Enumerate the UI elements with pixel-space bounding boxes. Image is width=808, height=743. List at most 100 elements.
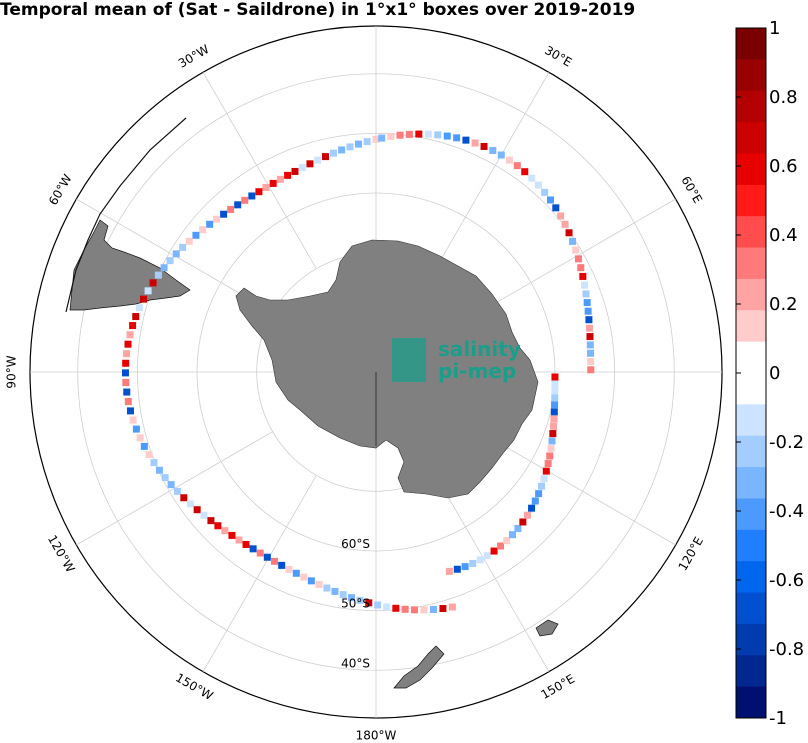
data-box	[298, 164, 306, 172]
colorbar-segment	[736, 216, 766, 249]
data-box	[339, 591, 347, 599]
colorbar-tick-label: 0.6	[769, 156, 798, 177]
data-box	[443, 132, 451, 140]
data-box	[234, 201, 242, 209]
data-box	[166, 257, 174, 265]
colorbar-segment	[736, 59, 766, 92]
data-box	[546, 196, 554, 204]
data-box	[220, 210, 228, 218]
data-box	[551, 373, 559, 381]
longitude-label: 30°W	[176, 42, 212, 71]
data-box	[552, 204, 560, 212]
colorbar-segment	[736, 435, 766, 468]
colorbar-segment	[736, 247, 766, 280]
data-box	[551, 387, 559, 395]
colorbar-segment	[736, 278, 766, 311]
longitude-label: 150°E	[538, 672, 577, 702]
colorbar-segment	[736, 529, 766, 562]
data-box	[534, 181, 542, 189]
data-box	[587, 357, 595, 365]
data-box	[374, 601, 382, 609]
colorbar-segment	[736, 122, 766, 154]
data-box	[462, 136, 470, 144]
data-box	[160, 264, 168, 272]
data-box	[445, 567, 453, 575]
data-box	[242, 540, 250, 548]
data-box	[248, 192, 256, 200]
data-box	[551, 401, 559, 409]
data-box	[550, 408, 558, 416]
data-box	[126, 407, 134, 415]
data-box	[424, 130, 432, 138]
data-box	[150, 459, 158, 467]
data-box	[548, 437, 556, 445]
data-box	[241, 196, 249, 204]
data-box	[583, 299, 591, 307]
data-box	[503, 537, 511, 545]
data-box	[513, 162, 521, 170]
data-box	[306, 160, 314, 168]
data-box	[180, 494, 188, 502]
data-box	[540, 475, 548, 483]
meridian-line	[435, 475, 550, 672]
data-box	[521, 168, 529, 176]
data-box	[221, 527, 229, 535]
data-box	[528, 504, 536, 512]
colorbar-tick-label: -1	[769, 708, 787, 729]
data-box	[323, 584, 331, 592]
colorbar-segment	[736, 686, 766, 719]
data-box	[122, 359, 130, 367]
logo-text-line2: pi-mep	[438, 359, 516, 383]
colorbar-segment	[736, 153, 766, 186]
colorbar-tick-label: -0.4	[769, 501, 804, 522]
colorbar-segment	[736, 90, 766, 123]
data-box	[172, 250, 180, 258]
data-box	[497, 542, 505, 550]
data-box	[124, 398, 132, 406]
data-box	[561, 220, 569, 228]
data-box	[154, 271, 162, 279]
colorbar-tick-label: 1	[769, 18, 780, 39]
data-box	[356, 596, 364, 604]
data-box	[569, 237, 577, 245]
data-box	[519, 518, 527, 526]
data-box	[448, 603, 456, 611]
data-box	[278, 561, 286, 569]
data-box	[292, 569, 300, 577]
data-box	[249, 545, 257, 553]
data-box	[429, 605, 437, 613]
data-box	[547, 444, 555, 452]
data-box	[420, 606, 428, 614]
data-box	[549, 430, 557, 438]
longitude-label: 90°W	[5, 355, 19, 388]
data-box	[161, 474, 169, 482]
data-box	[276, 175, 284, 183]
data-box	[321, 153, 329, 161]
data-box	[132, 313, 140, 321]
data-box	[405, 130, 413, 138]
data-box	[346, 143, 354, 151]
data-box	[129, 322, 137, 330]
data-box	[124, 340, 132, 348]
logo-icon	[392, 338, 426, 382]
data-box	[206, 220, 214, 228]
data-box	[565, 229, 573, 237]
data-box	[509, 531, 517, 539]
longitude-label: 60°W	[46, 172, 75, 208]
data-box	[140, 442, 148, 450]
data-box	[285, 565, 293, 573]
data-box	[542, 467, 550, 475]
data-box	[490, 547, 498, 555]
data-box	[387, 132, 395, 140]
data-box	[523, 511, 531, 519]
data-box	[581, 281, 589, 289]
data-box	[329, 149, 337, 157]
coastline	[65, 117, 187, 313]
data-box	[546, 452, 554, 460]
colorbar-segment	[736, 592, 766, 625]
data-box	[557, 212, 565, 220]
data-box	[584, 307, 592, 315]
data-box	[434, 131, 442, 139]
data-box	[235, 536, 243, 544]
data-box	[378, 134, 386, 142]
